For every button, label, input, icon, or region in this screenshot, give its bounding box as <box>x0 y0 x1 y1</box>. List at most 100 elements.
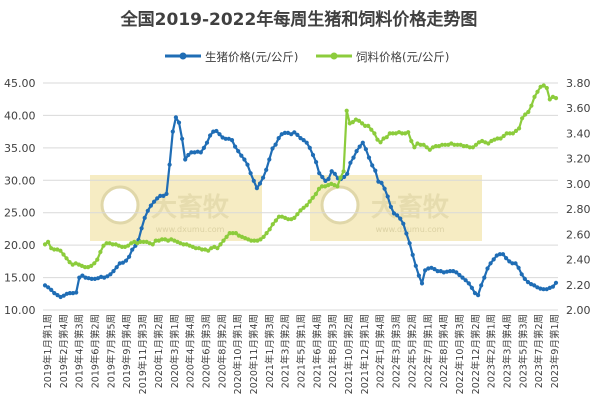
data-point-pig <box>457 272 462 278</box>
data-point-feed <box>159 237 165 242</box>
data-point-pig <box>254 186 259 191</box>
data-point-feed <box>495 136 500 141</box>
x-tick-label: 2021年12月第1周 <box>359 314 371 394</box>
data-point-pig <box>282 130 287 135</box>
data-point-pig <box>145 208 150 213</box>
data-point-feed <box>390 131 395 136</box>
data-point-pig <box>285 130 291 135</box>
data-point-pig <box>74 290 79 295</box>
data-point-feed <box>498 136 503 141</box>
data-point-pig <box>248 171 253 176</box>
data-point-feed <box>233 231 238 236</box>
data-point-feed <box>535 89 540 94</box>
data-point-feed <box>61 252 66 257</box>
data-point-feed <box>304 203 309 208</box>
data-point-pig <box>348 160 353 165</box>
x-tick-label: 2022年10月第3周 <box>454 314 466 394</box>
data-point-pig <box>239 153 244 158</box>
data-point-pig <box>432 267 437 272</box>
x-tick-label: 2019年9月第4周 <box>121 314 133 388</box>
data-point-pig <box>42 283 48 288</box>
data-point-pig <box>485 266 490 271</box>
data-point-feed <box>258 237 263 242</box>
data-point-pig <box>273 142 278 147</box>
data-point-pig <box>55 293 60 298</box>
y-right-tick-label: 3.40 <box>566 127 591 140</box>
data-point-feed <box>470 145 475 150</box>
data-point-feed <box>181 242 186 247</box>
data-point-pig <box>229 138 235 143</box>
data-point-feed <box>199 247 205 252</box>
data-point-feed <box>366 123 371 128</box>
data-point-pig <box>391 211 397 216</box>
y-right-tick-label: 3.80 <box>566 77 591 90</box>
data-point-feed <box>406 130 411 135</box>
y-left-tick-label: 25.00 <box>4 207 36 220</box>
data-point-pig <box>323 178 328 183</box>
data-point-feed <box>252 238 257 243</box>
data-point-feed <box>541 83 546 88</box>
y-axis-left: 10.00 15.00 20.00 25.00 30.00 35.00 40.00 45.00 <box>4 77 36 317</box>
x-tick-label: 2022年1月第4周 <box>375 314 387 388</box>
data-point-pig <box>173 115 178 120</box>
data-point-feed <box>356 118 362 123</box>
data-point-pig <box>500 252 506 257</box>
data-point-pig <box>292 130 297 135</box>
data-point-pig <box>152 199 157 204</box>
data-point-feed <box>138 239 143 244</box>
data-point-pig <box>158 193 163 198</box>
data-point-feed <box>341 169 346 174</box>
data-point-feed <box>193 246 198 251</box>
watermark: 大畜牧 www.dxumu.com <box>310 175 482 241</box>
data-point-feed <box>141 239 146 244</box>
data-point-pig <box>161 193 166 198</box>
data-point-pig <box>289 132 294 137</box>
data-point-pig <box>448 269 453 274</box>
data-point-feed <box>110 242 115 247</box>
watermark-logo-icon <box>320 185 360 225</box>
data-point-pig <box>407 241 412 246</box>
data-point-pig <box>49 287 54 292</box>
data-point-feed <box>307 199 312 204</box>
data-point-feed <box>452 142 457 147</box>
data-point-feed <box>473 142 479 147</box>
x-tick-label: 2020年3月第1周 <box>169 314 181 388</box>
y-right-tick-label: 2.20 <box>566 279 591 292</box>
x-tick-label: 2020年10月第1周 <box>232 314 244 394</box>
data-point-feed <box>221 238 226 243</box>
data-point-pig <box>416 273 421 278</box>
data-point-pig <box>298 136 303 141</box>
x-tick-label: 2020年11月第4周 <box>248 314 260 394</box>
series-lines <box>42 83 559 300</box>
data-point-feed <box>273 218 278 223</box>
data-point-feed <box>443 142 448 147</box>
data-point-pig <box>123 258 129 263</box>
legend-marker-feed <box>330 52 338 60</box>
data-point-pig <box>479 283 484 288</box>
x-tick-label: 2019年4月第3周 <box>74 314 86 388</box>
data-point-pig <box>310 152 316 158</box>
data-point-feed <box>421 142 426 147</box>
data-point-pig <box>504 256 509 261</box>
data-point-pig <box>167 162 172 167</box>
x-tick-label: 2023年7月第2周 <box>533 314 545 388</box>
data-point-feed <box>378 140 383 145</box>
y-right-tick-label: 3.60 <box>566 102 591 115</box>
data-point-pig <box>77 275 82 280</box>
data-point-pig <box>208 133 213 138</box>
data-point-feed <box>424 145 429 150</box>
watermark-logo-icon <box>100 185 140 225</box>
y-axis-right: 2.00 2.20 2.40 2.60 2.80 3.00 3.20 3.40 3.60 3.80 <box>566 77 591 317</box>
data-point-pig <box>320 174 325 180</box>
x-tick-label: 2021年10月第2周 <box>343 314 355 394</box>
legend-marker-pig <box>179 52 187 60</box>
data-point-feed <box>372 131 377 136</box>
data-point-pig <box>354 149 359 154</box>
data-point-feed <box>295 212 300 217</box>
legend: 生猪价格(元/公斤) 饲料价格(元/公斤) <box>165 50 449 64</box>
data-point-pig <box>401 221 406 226</box>
data-point-feed <box>513 128 519 133</box>
data-point-feed <box>360 121 365 126</box>
data-point-feed <box>520 116 525 121</box>
data-point-pig <box>276 136 281 141</box>
